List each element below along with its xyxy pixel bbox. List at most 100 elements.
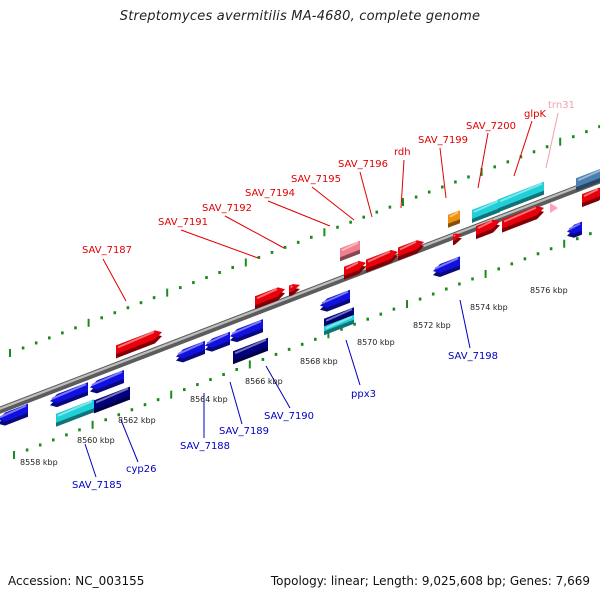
label-ppx3-leader (345, 339, 361, 386)
genome-title: Streptomyces avermitilis MA-4680, comple… (119, 9, 481, 24)
gene-rev-highlight (206, 332, 229, 345)
gene-fwd (476, 219, 500, 240)
chromosome-backbone (0, 176, 600, 414)
gene-fwd-body (116, 330, 162, 355)
gene-fwd-highlight (256, 288, 278, 300)
kbp-label: 8574 kbp (470, 303, 508, 312)
accession-label: Accession: NC_003155 (8, 574, 145, 588)
gene-rev (94, 386, 130, 414)
gene-rev-highlight (434, 257, 459, 270)
gene-rev-highlight (0, 404, 27, 419)
label-sav_7187-leader (102, 258, 127, 302)
gene-fwd-body (502, 206, 544, 229)
label-sav_7189-leader (229, 381, 243, 425)
label-rdh: rdh (394, 147, 411, 158)
kbp-label: 8564 kbp (190, 395, 228, 404)
gene-fwd (366, 250, 398, 273)
gene-rev (176, 340, 205, 363)
label-rdh-leader (400, 159, 405, 209)
kbp-label: 8568 kbp (300, 357, 338, 366)
gene-rev-highlight (57, 400, 93, 417)
label-glpk-leader (513, 120, 533, 177)
label-cyp26-leader (120, 419, 139, 463)
gene-fwd (340, 240, 360, 262)
label-sav_7190-leader (265, 365, 291, 409)
label-sav_7189: SAV_7189 (219, 426, 269, 437)
label-sav_7188: SAV_7188 (180, 441, 230, 452)
gene-fwd (448, 210, 460, 228)
gene-rev-highlight (177, 342, 204, 355)
gene-rev (324, 314, 354, 336)
label-sav_7196-leader (359, 171, 373, 218)
gene-fwd-body (398, 240, 424, 257)
gene-rev (0, 403, 28, 426)
gene-rev (320, 289, 350, 312)
label-ppx3: ppx3 (351, 389, 376, 400)
label-sav_7199: SAV_7199 (418, 135, 468, 146)
gene-fwd (472, 199, 500, 223)
gene-fwd-highlight (473, 200, 499, 213)
label-sav_7185-leader (84, 443, 97, 478)
gene-rev (433, 256, 460, 277)
gene-fwd (498, 181, 544, 213)
gene-rev (567, 221, 582, 238)
kbp-label: 8566 kbp (245, 377, 283, 386)
gene-rev-highlight (568, 222, 581, 231)
label-sav_7190: SAV_7190 (264, 411, 314, 422)
label-sav_7191: SAV_7191 (158, 217, 208, 228)
label-sav_7185: SAV_7185 (72, 480, 122, 491)
gene-fwd-highlight (453, 234, 456, 237)
label-sav_7198: SAV_7198 (448, 351, 498, 362)
gene-rev (90, 369, 124, 394)
gene-fwd (255, 287, 285, 310)
label-sav_7194-leader (267, 200, 331, 227)
gene-fwd (289, 284, 300, 297)
gene-fwd-body (366, 250, 398, 269)
gene-fwd-highlight (583, 188, 599, 198)
gene-rev-highlight (51, 383, 87, 400)
gene-fwd-body (255, 287, 285, 306)
gene-fwd-highlight (499, 182, 543, 203)
label-sav_7196: SAV_7196 (338, 159, 388, 170)
label-leader-lines (84, 112, 559, 478)
gene-rev (230, 319, 263, 343)
trna-marker (550, 203, 558, 213)
gene-rev-highlight (321, 290, 349, 305)
label-sav_7198-leader (459, 299, 471, 349)
gene-fwd-highlight (117, 331, 155, 349)
gene-fwd (453, 233, 462, 246)
gene-fwd-body (344, 260, 366, 276)
gene-rev (56, 399, 94, 427)
label-sav_7200-leader (477, 132, 489, 189)
gene-fwd (398, 240, 424, 261)
gene-fwd-highlight (367, 250, 391, 263)
kbp-label: 8572 kbp (413, 321, 451, 330)
label-trn31-leader (545, 112, 559, 169)
gene-fwd-highlight (503, 206, 537, 223)
gene-fwd-highlight (449, 211, 459, 218)
kbp-label: 8576 kbp (530, 286, 568, 295)
gene-rev (50, 382, 88, 408)
kbp-label: 8562 kbp (118, 416, 156, 425)
gene-rev-highlight (95, 387, 129, 404)
kbp-label: 8558 kbp (20, 458, 58, 467)
gene-fwd-body (476, 219, 500, 236)
gene-rev-shadow (324, 318, 354, 336)
label-sav_7187: SAV_7187 (82, 245, 132, 256)
gene-fwd (344, 260, 366, 280)
label-sav_7192-leader (224, 215, 285, 249)
genome-summary: Topology: linear; Length: 9,025,608 bp; … (270, 574, 590, 588)
label-cyp26: cyp26 (126, 464, 157, 475)
gene-rev (233, 337, 268, 365)
kbp-label: 8570 kbp (357, 338, 395, 347)
gene-rev-highlight (325, 315, 353, 330)
label-trn31: trn31 (548, 100, 575, 111)
gene-rev-highlight (91, 371, 123, 386)
gene-fwd-highlight (399, 240, 417, 251)
label-sav_7191-leader (180, 229, 259, 259)
label-sav_7199-leader (439, 147, 447, 199)
gene-fwd (502, 206, 544, 233)
gene-rev (205, 331, 230, 352)
